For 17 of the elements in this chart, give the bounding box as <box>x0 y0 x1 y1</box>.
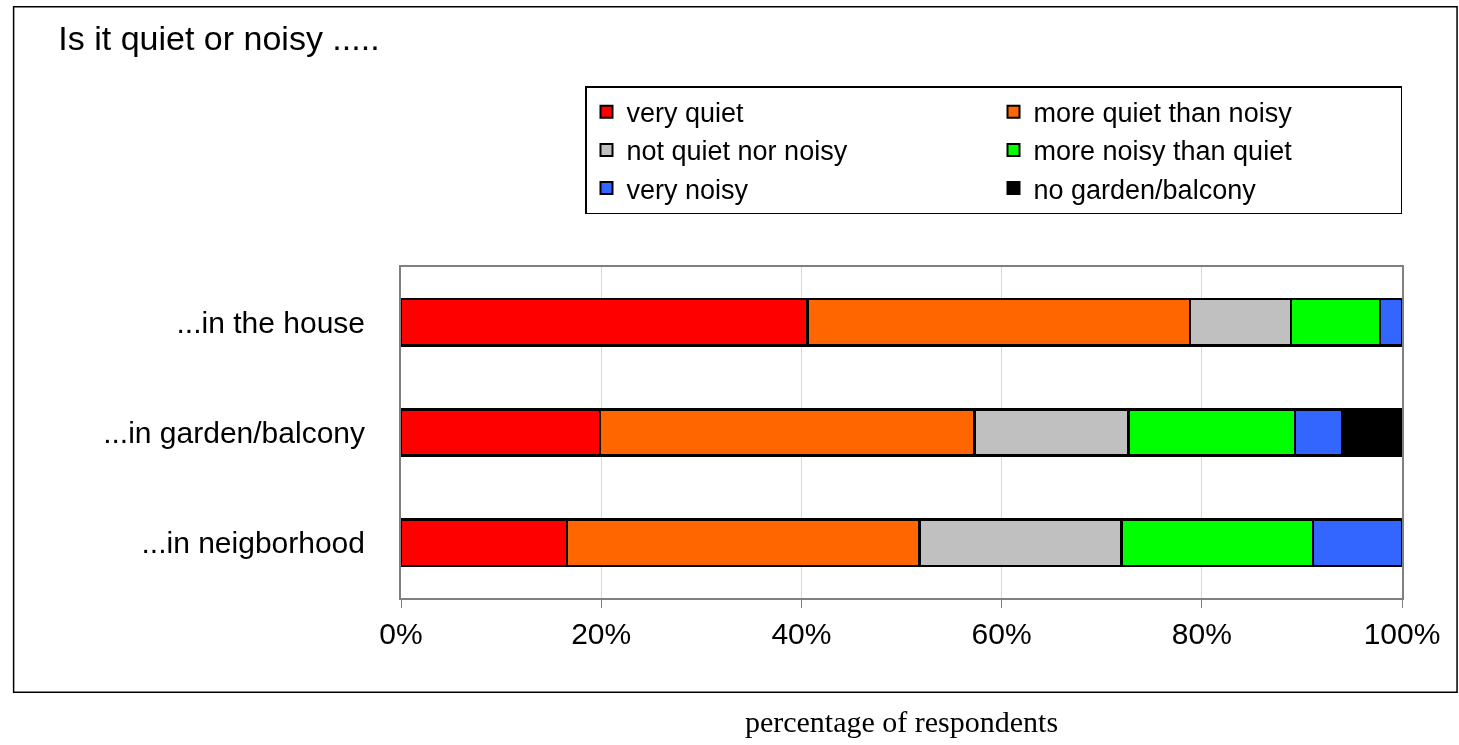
legend-label: very quiet <box>626 98 745 129</box>
x-axis-title: percentage of respondents <box>744 705 1059 738</box>
x-tick-label: 20% <box>571 617 632 650</box>
chart-title: Is it quiet or noisy ..... <box>58 18 380 57</box>
legend-label: not quiet nor noisy <box>626 136 848 167</box>
x-tick-label: 0% <box>379 617 423 650</box>
y-tick-label: ...in the house <box>176 305 365 339</box>
legend-label: more noisy than quiet <box>1033 136 1293 167</box>
legend-label: very noisy <box>626 174 749 205</box>
x-tick-label: 60% <box>971 617 1032 650</box>
y-tick-label: ...in garden/balcony <box>103 416 365 449</box>
y-tick-label: ...in neigborhood <box>141 526 365 560</box>
x-tick-label: 80% <box>1171 617 1232 650</box>
x-tick-label: 100% <box>1363 617 1441 650</box>
x-tick-label: 40% <box>771 617 832 650</box>
legend-label: no garden/balcony <box>1033 174 1257 205</box>
legend-label: more quiet than noisy <box>1033 98 1293 129</box>
